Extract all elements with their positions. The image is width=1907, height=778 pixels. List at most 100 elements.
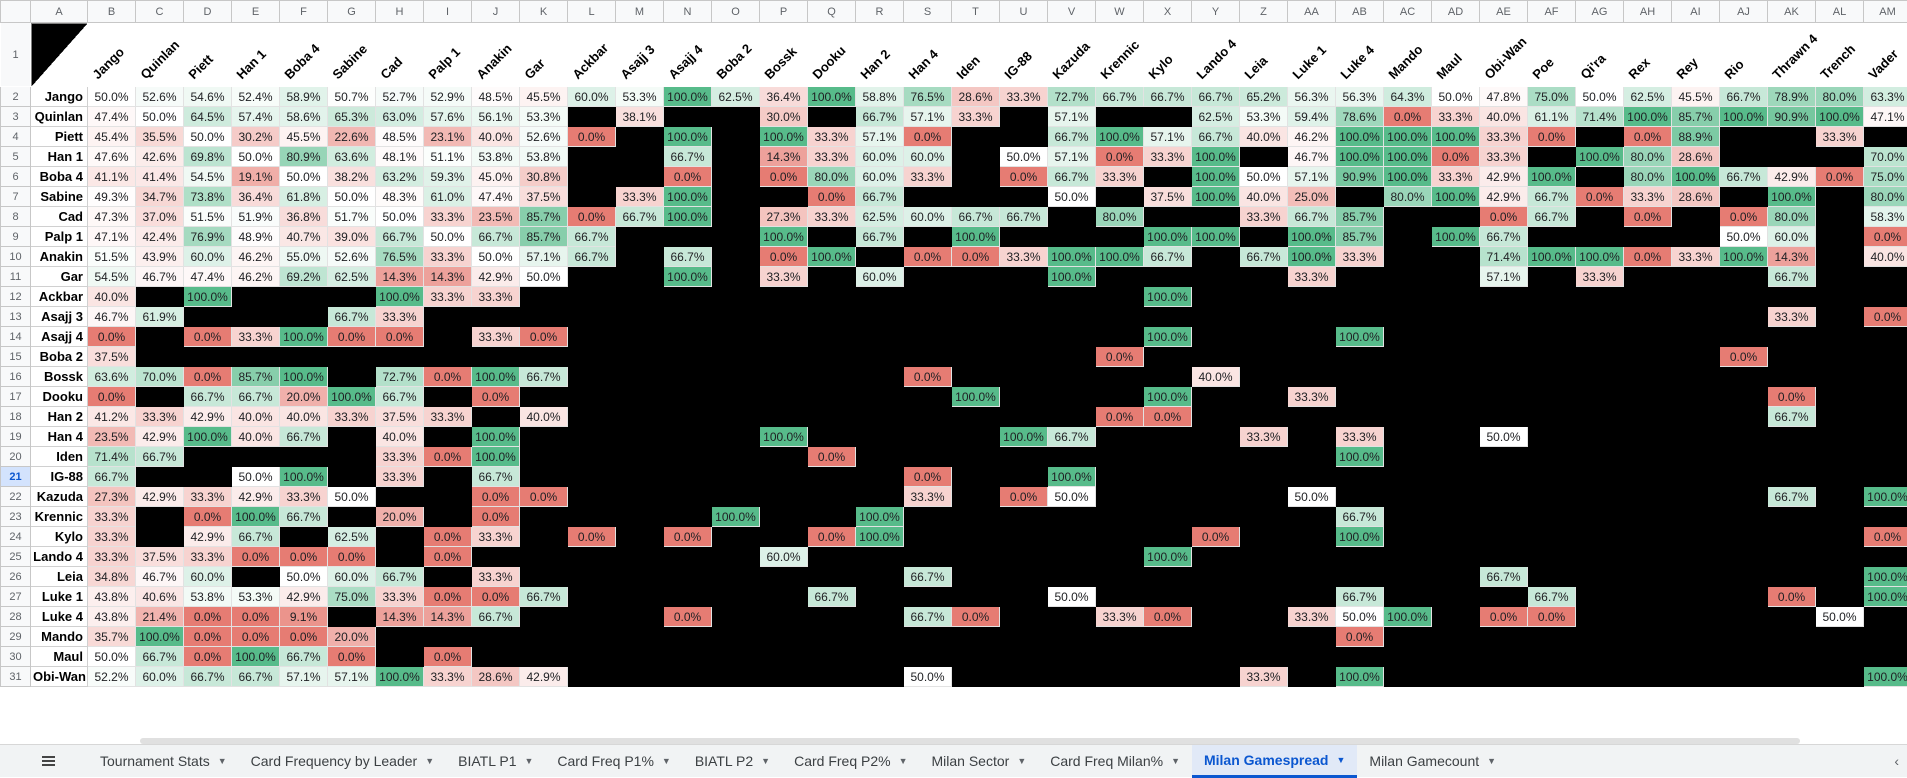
winrate-cell[interactable]: 57.1%: [856, 127, 904, 147]
winrate-cell[interactable]: 58.6%: [280, 107, 328, 127]
sheet-tab[interactable]: Milan Gamecount▼: [1357, 745, 1508, 778]
winrate-cell[interactable]: [1096, 227, 1144, 247]
winrate-cell[interactable]: 40.0%: [1480, 107, 1528, 127]
winrate-cell[interactable]: 52.6%: [520, 127, 568, 147]
winrate-cell[interactable]: [1768, 427, 1816, 447]
winrate-cell[interactable]: [856, 627, 904, 647]
winrate-cell[interactable]: [1240, 567, 1288, 587]
column-header-AD[interactable]: AD: [1432, 1, 1480, 23]
winrate-cell[interactable]: [904, 287, 952, 307]
winrate-cell[interactable]: 50.0%: [1816, 607, 1864, 627]
winrate-cell[interactable]: 57.1%: [1048, 107, 1096, 127]
winrate-cell[interactable]: 80.0%: [1864, 187, 1907, 207]
winrate-cell[interactable]: [1624, 387, 1672, 407]
winrate-cell[interactable]: [1768, 127, 1816, 147]
winrate-cell[interactable]: 47.4%: [472, 187, 520, 207]
winrate-cell[interactable]: 100.0%: [664, 87, 712, 107]
winrate-cell[interactable]: 100.0%: [376, 667, 424, 687]
winrate-cell[interactable]: 66.7%: [568, 227, 616, 247]
winrate-cell[interactable]: 50.0%: [1336, 607, 1384, 627]
winrate-cell[interactable]: 0.0%: [472, 387, 520, 407]
winrate-cell[interactable]: [1480, 407, 1528, 427]
winrate-cell[interactable]: [424, 507, 472, 527]
winrate-cell[interactable]: 66.7%: [280, 647, 328, 667]
winrate-cell[interactable]: [760, 507, 808, 527]
winrate-cell[interactable]: [1768, 547, 1816, 567]
opponent-header-cell[interactable]: Luke 1: [1288, 23, 1336, 87]
leader-label-cell[interactable]: Ackbar: [31, 287, 88, 307]
winrate-cell[interactable]: 66.7%: [1048, 167, 1096, 187]
winrate-cell[interactable]: 33.3%: [184, 547, 232, 567]
winrate-cell[interactable]: [664, 107, 712, 127]
winrate-cell[interactable]: 0.0%: [760, 247, 808, 267]
winrate-cell[interactable]: 66.7%: [184, 387, 232, 407]
winrate-cell[interactable]: 66.7%: [1144, 87, 1192, 107]
winrate-cell[interactable]: [424, 347, 472, 367]
winrate-cell[interactable]: 42.9%: [472, 267, 520, 287]
winrate-cell[interactable]: 33.3%: [328, 407, 376, 427]
winrate-cell[interactable]: 33.3%: [1288, 267, 1336, 287]
winrate-cell[interactable]: [904, 647, 952, 667]
winrate-cell[interactable]: [472, 307, 520, 327]
winrate-cell[interactable]: [1672, 307, 1720, 327]
winrate-cell[interactable]: 50.0%: [376, 207, 424, 227]
winrate-cell[interactable]: 33.3%: [88, 527, 136, 547]
winrate-cell[interactable]: 100.0%: [808, 247, 856, 267]
winrate-cell[interactable]: [184, 467, 232, 487]
winrate-cell[interactable]: [1240, 227, 1288, 247]
winrate-cell[interactable]: [1624, 587, 1672, 607]
column-header-R[interactable]: R: [856, 1, 904, 23]
winrate-cell[interactable]: [1624, 667, 1672, 687]
winrate-cell[interactable]: 50.0%: [904, 667, 952, 687]
winrate-cell[interactable]: 0.0%: [1720, 347, 1768, 367]
winrate-cell[interactable]: 33.3%: [1288, 607, 1336, 627]
winrate-cell[interactable]: 0.0%: [1768, 387, 1816, 407]
winrate-cell[interactable]: 0.0%: [280, 547, 328, 567]
winrate-cell[interactable]: [1624, 447, 1672, 467]
winrate-cell[interactable]: [568, 187, 616, 207]
winrate-cell[interactable]: [1144, 267, 1192, 287]
winrate-cell[interactable]: 62.5%: [712, 87, 760, 107]
winrate-cell[interactable]: [472, 347, 520, 367]
winrate-cell[interactable]: [1864, 267, 1907, 287]
winrate-cell[interactable]: 66.7%: [184, 667, 232, 687]
leader-label-cell[interactable]: Lando 4: [31, 547, 88, 567]
winrate-cell[interactable]: [328, 347, 376, 367]
winrate-cell[interactable]: [1096, 287, 1144, 307]
winrate-cell[interactable]: [1768, 147, 1816, 167]
opponent-header-cell[interactable]: Maul: [1432, 23, 1480, 87]
winrate-cell[interactable]: [712, 487, 760, 507]
winrate-cell[interactable]: [760, 467, 808, 487]
winrate-cell[interactable]: [1192, 207, 1240, 227]
winrate-cell[interactable]: 50.0%: [184, 127, 232, 147]
winrate-cell[interactable]: 59.3%: [424, 167, 472, 187]
winrate-cell[interactable]: [1192, 467, 1240, 487]
winrate-cell[interactable]: 47.4%: [184, 267, 232, 287]
winrate-cell[interactable]: 40.0%: [472, 127, 520, 147]
winrate-cell[interactable]: 66.7%: [904, 567, 952, 587]
winrate-cell[interactable]: 100.0%: [1144, 547, 1192, 567]
winrate-cell[interactable]: 66.7%: [1336, 587, 1384, 607]
winrate-cell[interactable]: [424, 627, 472, 647]
winrate-cell[interactable]: [616, 407, 664, 427]
winrate-cell[interactable]: 85.7%: [520, 207, 568, 227]
winrate-cell[interactable]: [1096, 447, 1144, 467]
column-header-N[interactable]: N: [664, 1, 712, 23]
winrate-cell[interactable]: [424, 427, 472, 447]
winrate-cell[interactable]: [1000, 127, 1048, 147]
winrate-cell[interactable]: 0.0%: [184, 507, 232, 527]
winrate-cell[interactable]: [1768, 507, 1816, 527]
winrate-cell[interactable]: 28.6%: [1672, 147, 1720, 167]
winrate-cell[interactable]: 50.0%: [136, 107, 184, 127]
winrate-cell[interactable]: [1144, 507, 1192, 527]
winrate-cell[interactable]: 0.0%: [1864, 227, 1907, 247]
winrate-cell[interactable]: [1576, 627, 1624, 647]
winrate-cell[interactable]: [1720, 667, 1768, 687]
winrate-cell[interactable]: [952, 567, 1000, 587]
winrate-cell[interactable]: 20.0%: [280, 387, 328, 407]
winrate-cell[interactable]: 35.7%: [88, 627, 136, 647]
winrate-cell[interactable]: 100.0%: [1336, 527, 1384, 547]
winrate-cell[interactable]: [1384, 267, 1432, 287]
winrate-cell[interactable]: [1144, 107, 1192, 127]
winrate-cell[interactable]: 66.7%: [856, 187, 904, 207]
